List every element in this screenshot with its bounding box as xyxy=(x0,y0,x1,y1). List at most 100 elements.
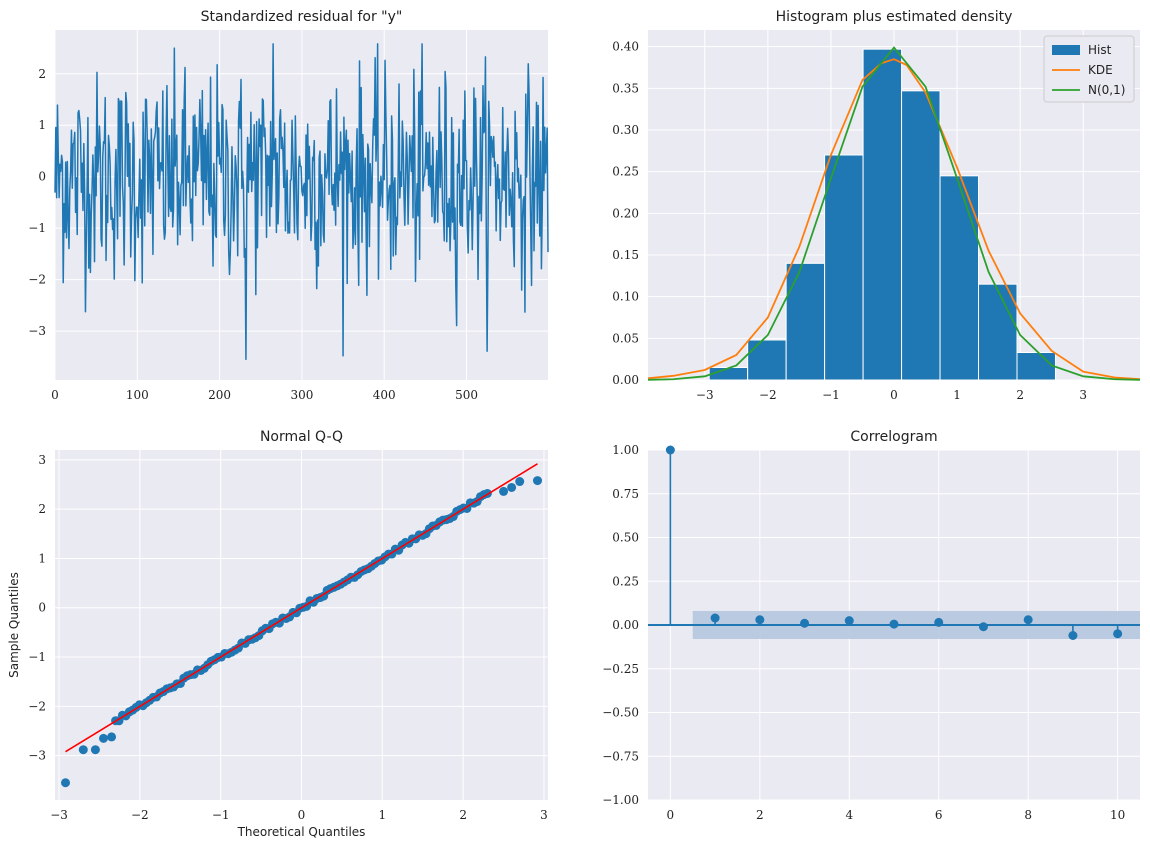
acf-marker xyxy=(800,618,810,628)
acf-marker xyxy=(1023,615,1033,625)
legend: Hist KDE N(0,1) xyxy=(1043,35,1135,103)
y-tick-label: 1.00 xyxy=(612,443,639,457)
x-tick-label: 0 xyxy=(890,388,898,402)
y-tick-label: 0.10 xyxy=(612,290,639,304)
y-tick-label: 0 xyxy=(38,601,46,615)
x-tick-label: 4 xyxy=(845,808,853,822)
acf-marker xyxy=(710,613,720,623)
x-tick-label: 0 xyxy=(667,808,675,822)
acf-marker xyxy=(934,617,944,627)
y-tick-label: 0.20 xyxy=(612,206,639,220)
x-tick-label: 0 xyxy=(298,808,306,822)
qq-point xyxy=(107,732,117,742)
residual-chart: 0 100 200 300 400 500 −3 −2 −1 0 1 2 Standardized re… xyxy=(28,9,549,402)
hist-bar xyxy=(978,283,1018,381)
y-tick-label: 0.15 xyxy=(612,248,639,262)
chart-title: Histogram plus estimated density xyxy=(776,9,1013,25)
x-tick-label: −2 xyxy=(131,808,149,822)
y-tick-label: 0 xyxy=(38,170,46,184)
series-residual-line xyxy=(54,43,549,361)
y-tick-label: −1 xyxy=(28,221,46,235)
acf-marker xyxy=(978,622,988,632)
y-tick-label: 0.00 xyxy=(612,373,639,387)
hist-bar xyxy=(901,90,941,381)
qq-point xyxy=(78,745,88,755)
correlogram-chart: 0 2 4 6 8 10 −1.00 −0.75 −0.50 −0.25 0.00 0.25 0.50 0… xyxy=(602,429,1140,822)
y-tick-label: 0.40 xyxy=(612,40,639,54)
x-tick-label: 400 xyxy=(373,388,396,402)
x-tick-label: 3 xyxy=(1079,388,1087,402)
acf-marker xyxy=(844,616,854,626)
y-tick-label: 3 xyxy=(38,453,46,467)
y-tick-label: −3 xyxy=(28,749,46,763)
acf-stems xyxy=(665,445,1123,640)
x-tick-label: 6 xyxy=(935,808,943,822)
x-tick-label: −3 xyxy=(696,388,714,402)
chart-title: Normal Q-Q xyxy=(260,429,343,445)
x-tick-label: 100 xyxy=(126,388,149,402)
x-axis-label: Theoretical Quantiles xyxy=(237,825,366,839)
x-tick-label: 2 xyxy=(756,808,764,822)
y-tick-label: 0.30 xyxy=(612,123,639,137)
y-tick-label: −0.75 xyxy=(602,749,639,763)
hist-bar xyxy=(939,175,980,381)
y-tick-label: −1.00 xyxy=(602,793,639,807)
hist-bar xyxy=(824,154,864,381)
x-tick-label: 8 xyxy=(1024,808,1032,822)
x-tick-label: 500 xyxy=(455,388,478,402)
y-tick-label: 0.25 xyxy=(612,574,639,588)
x-tick-label: −1 xyxy=(212,808,230,822)
acf-marker xyxy=(1068,631,1078,640)
acf-marker xyxy=(889,619,899,629)
series-normal-line xyxy=(647,46,1141,381)
y-tick-label: −0.50 xyxy=(602,706,639,720)
x-tick-label: −3 xyxy=(50,808,68,822)
legend-label-kde: KDE xyxy=(1088,63,1113,77)
chart-title: Correlogram xyxy=(850,429,937,445)
y-tick-label: −1 xyxy=(28,650,46,664)
qq-reference-line xyxy=(65,463,538,753)
x-tick-label: 2 xyxy=(1016,388,1024,402)
y-axis-label: Sample Quantiles xyxy=(7,572,21,678)
qq-point xyxy=(98,733,108,743)
y-tick-label: 0.05 xyxy=(612,331,639,345)
y-tick-label: 0.50 xyxy=(612,531,639,545)
y-tick-label: 2 xyxy=(38,67,46,81)
legend-label-hist: Hist xyxy=(1088,43,1112,57)
y-tick-label: 1 xyxy=(38,118,46,132)
y-tick-label: −2 xyxy=(28,273,46,287)
y-tick-label: −2 xyxy=(28,699,46,713)
y-tick-label: 1 xyxy=(38,551,46,565)
acf-marker xyxy=(1113,629,1123,639)
x-tick-label: 0 xyxy=(51,388,59,402)
acf-marker xyxy=(755,615,765,625)
histogram-chart: −3 −2 −1 0 1 2 3 0.00 0.05 0.10 0.15 0.20 0.25 0.30 0.… xyxy=(612,9,1141,402)
x-tick-label: 200 xyxy=(208,388,231,402)
qq-point xyxy=(507,482,517,492)
qq-point xyxy=(90,745,100,755)
chart-title: Standardized residual for "y" xyxy=(201,9,403,25)
x-tick-label: 3 xyxy=(540,808,548,822)
x-tick-label: 10 xyxy=(1110,808,1125,822)
hist-bar xyxy=(1016,352,1056,381)
legend-label-normal: N(0,1) xyxy=(1088,83,1125,97)
acf-marker xyxy=(665,445,675,455)
qq-point xyxy=(499,486,509,496)
qq-point xyxy=(61,778,71,788)
x-tick-label: −1 xyxy=(822,388,840,402)
qq-chart: −3 −2 −1 0 1 2 3 −3 −2 −1 0 1 2 3 Normal Q-Q Theoretica… xyxy=(7,429,548,839)
y-tick-label: −3 xyxy=(28,324,46,338)
qq-point xyxy=(515,477,525,487)
hist-bar xyxy=(747,339,787,381)
hist-bar xyxy=(785,262,826,381)
x-tick-label: 1 xyxy=(378,808,386,822)
x-tick-label: 300 xyxy=(290,388,313,402)
series-kde-line xyxy=(647,58,1141,381)
y-tick-label: 2 xyxy=(38,502,46,516)
x-tick-label: 2 xyxy=(459,808,467,822)
y-tick-label: −0.25 xyxy=(602,662,639,676)
hist-bar xyxy=(862,48,903,381)
y-tick-label: 0.25 xyxy=(612,165,639,179)
legend-swatch-hist xyxy=(1052,45,1080,55)
